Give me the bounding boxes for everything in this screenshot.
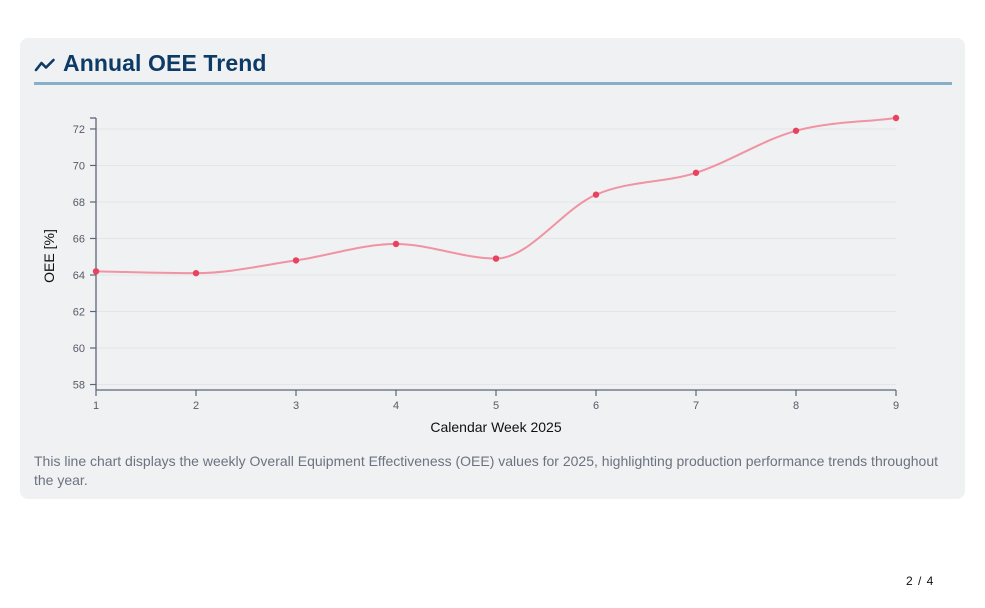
x-tick-label: 1 [93, 400, 99, 412]
x-tick-label: 9 [893, 400, 899, 412]
data-point [592, 191, 600, 198]
y-axis-title: OEE [%] [41, 229, 57, 283]
data-point [692, 169, 700, 176]
series-line [95, 117, 897, 275]
data-point [492, 255, 500, 262]
data-point [392, 240, 400, 248]
y-tick-label: 72 [73, 124, 85, 136]
axes: 58 60 62 64 66 68 70 72 1 2 3 4 5 6 7 8 9 [73, 117, 899, 412]
chart-description: This line chart displays the weekly Over… [34, 453, 938, 488]
data-point [792, 127, 800, 134]
data-point [92, 268, 100, 275]
y-tick-label: 64 [73, 270, 85, 282]
x-axis-title: Calendar Week 2025 [430, 419, 561, 435]
x-tick-label: 4 [393, 400, 399, 412]
x-tick-label: 2 [193, 400, 199, 412]
series-line-layer [95, 117, 897, 275]
x-tick-label: 8 [793, 400, 799, 412]
y-tick-label: 58 [73, 380, 85, 392]
card-title: Annual OEE Trend [63, 49, 267, 76]
y-tick-label: 70 [73, 160, 85, 172]
y-tick-label: 62 [73, 307, 85, 319]
page-indicator: 2 / 4 [906, 574, 935, 588]
data-points [92, 114, 900, 277]
grid-lines [96, 128, 896, 386]
trend-line-icon [34, 58, 55, 71]
y-tick-label: 66 [73, 233, 85, 245]
x-tick-label: 7 [693, 400, 699, 412]
data-point [292, 257, 300, 264]
oee-line-chart: 58 60 62 64 66 68 70 72 1 2 3 4 5 6 7 8 9 Calendar Week … [41, 114, 900, 435]
y-tick-label: 60 [73, 343, 85, 355]
x-tick-label: 5 [493, 400, 499, 412]
x-tick-label: 3 [293, 400, 299, 412]
chart-card: Annual OEE Trend 58 60 62 64 66 68 70 72 1 2 3 4 5 6 7… [20, 38, 965, 499]
x-tick-label: 6 [593, 400, 599, 412]
card-header: Annual OEE Trend [34, 44, 952, 85]
data-point [892, 114, 900, 122]
y-tick-label: 68 [73, 197, 85, 209]
data-point [192, 269, 200, 277]
